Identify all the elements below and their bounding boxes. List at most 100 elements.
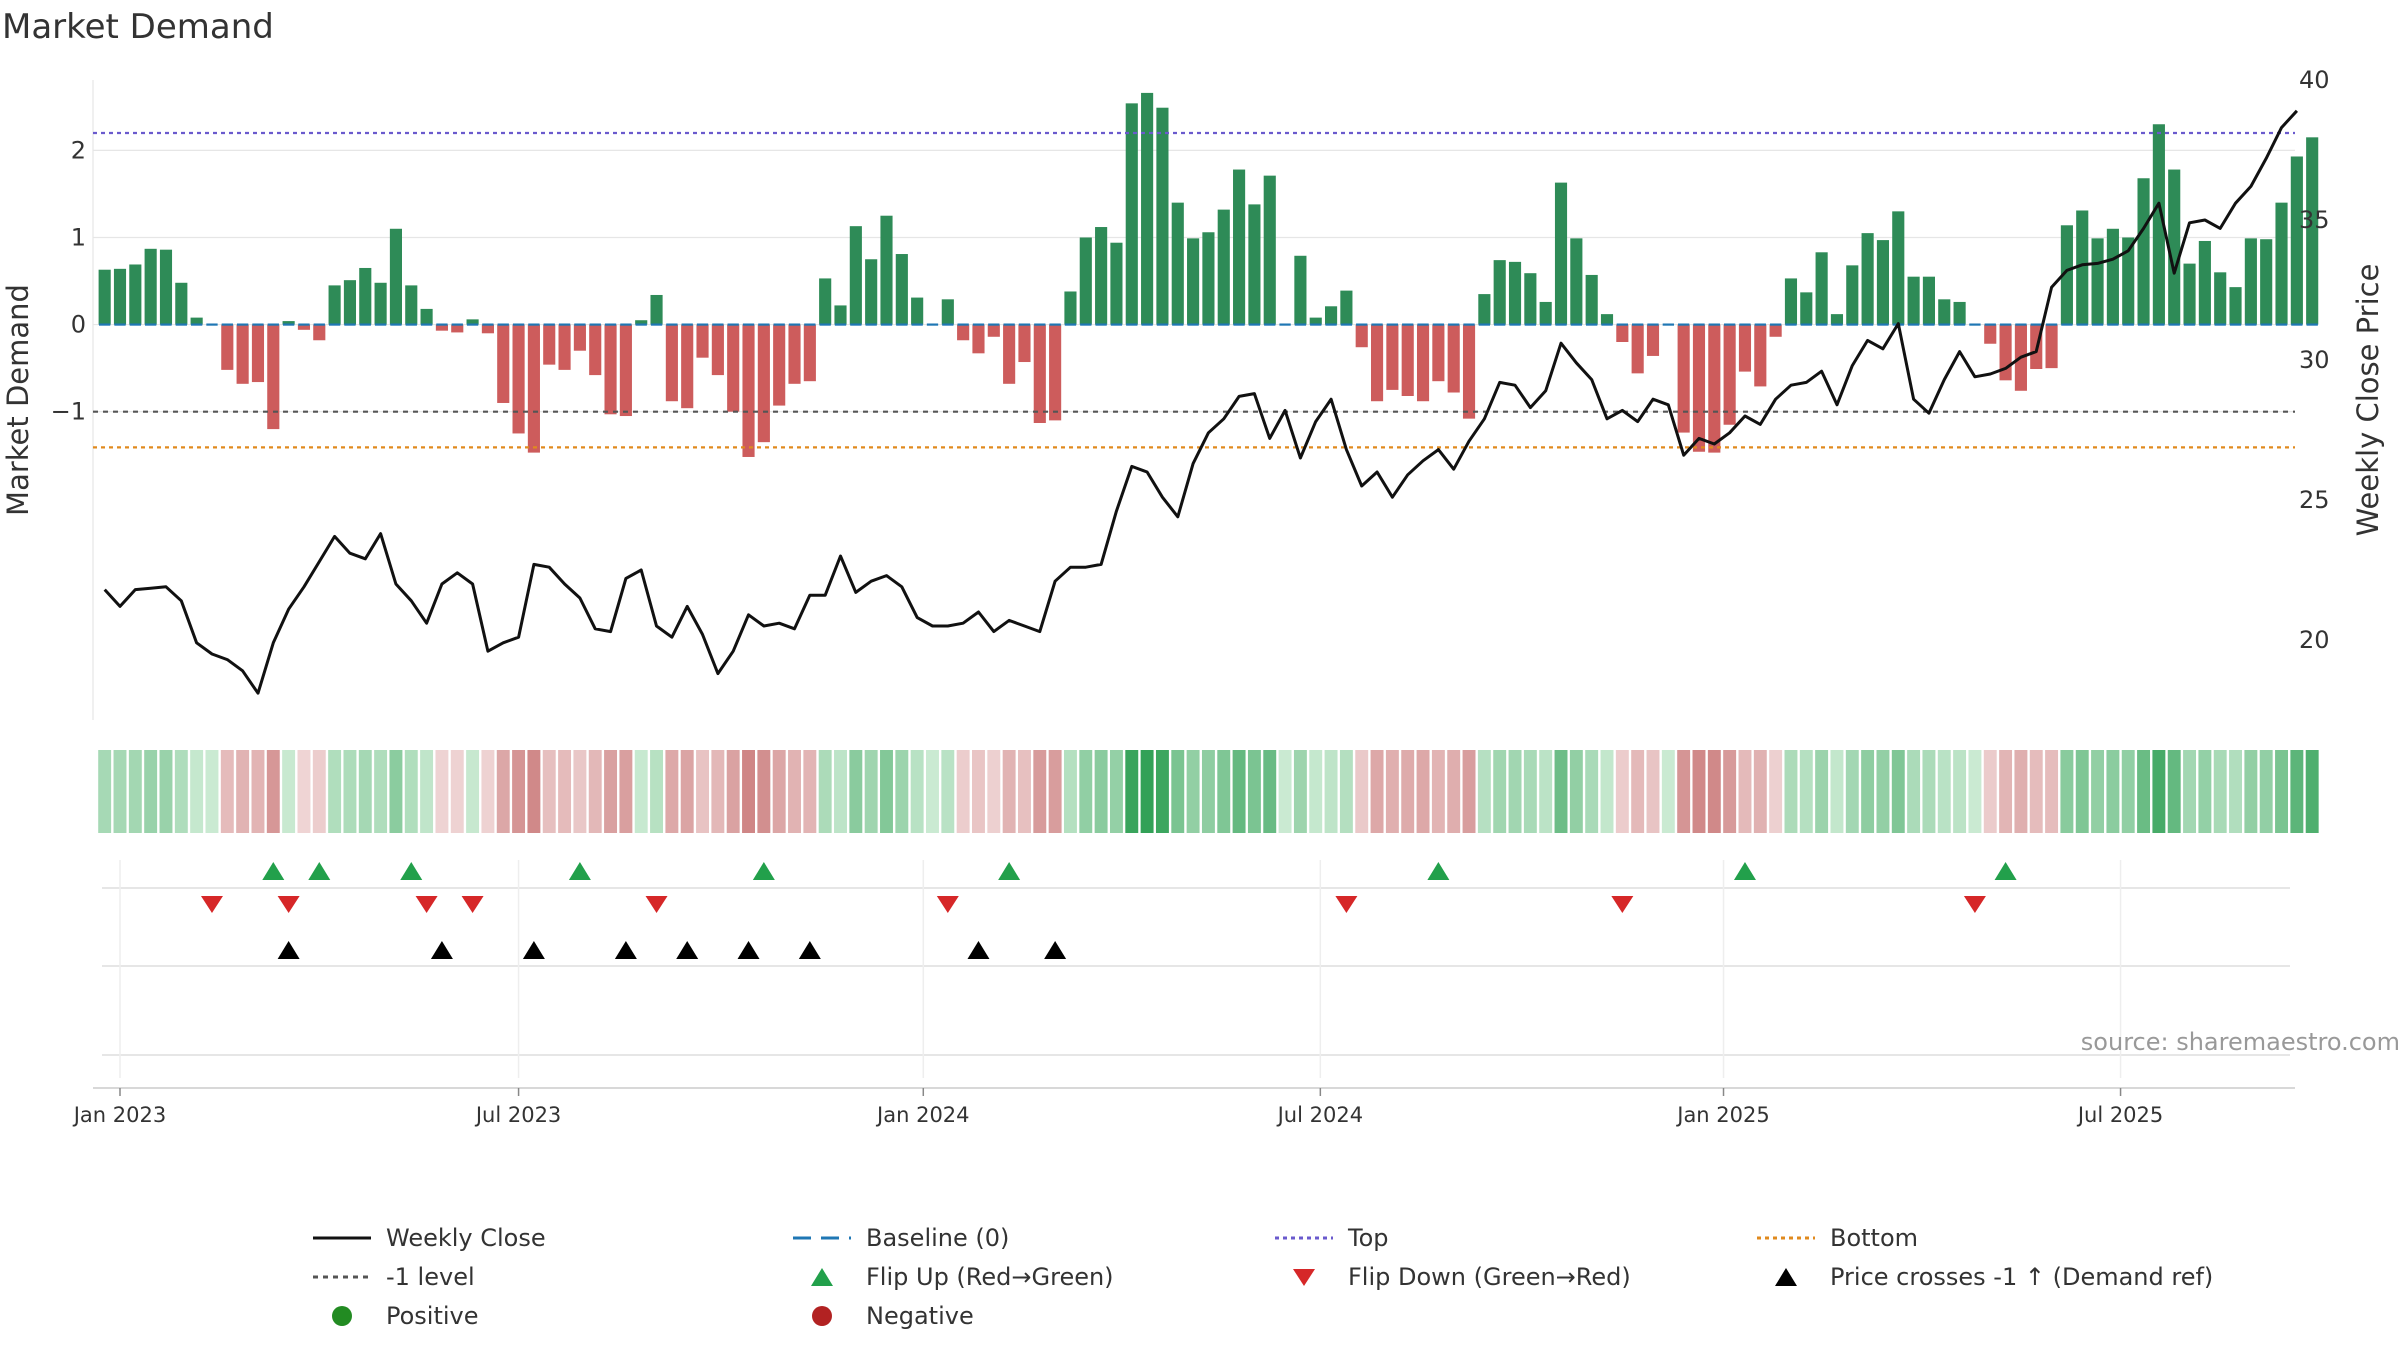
heat-cell [1493,750,1507,833]
heat-cell [512,750,526,833]
demand-bar [1171,202,1184,325]
heat-cell [2213,750,2227,833]
demand-bar [1708,324,1721,453]
demand-bar [2168,169,2181,325]
demand-bar [1340,290,1353,325]
demand-bar [328,285,341,325]
heat-cell [282,750,296,833]
legend-positive-label: Positive [386,1302,479,1330]
demand-bar [1355,324,1368,348]
heat-cell [1355,750,1369,833]
flip-down-marker [415,896,438,913]
demand-bar [2306,137,2319,325]
demand-bar [1846,265,1859,325]
demand-bar [481,324,494,334]
flip-down-marker [936,896,959,913]
heat-cell [634,750,648,833]
grid-layer [92,80,2295,720]
demand-bar [711,324,724,376]
heat-cell [266,750,280,833]
demand-bar [343,280,357,325]
demand-bar [1524,273,1537,325]
heat-cell [1968,750,1982,833]
chart-title: Market Demand [2,7,274,47]
heat-cell [619,750,633,833]
heat-cell [1845,750,1859,833]
heat-cell [2121,750,2135,833]
demand-bar [788,324,801,384]
heat-cell [2259,750,2273,833]
demand-bar [1892,211,1905,325]
demand-bar [1064,291,1077,325]
heat-cell [987,750,1001,833]
heat-cell [1753,750,1767,833]
demand-bar [2106,228,2119,325]
heat-cell [420,750,434,833]
demand-bar [267,324,280,430]
heat-cell [1401,750,1415,833]
demand-bar [98,269,111,325]
heat-cell [1723,750,1737,833]
heat-cell [1539,750,1553,833]
demand-bar [1462,324,1476,419]
heat-cell [1063,750,1077,833]
demand-bar [2076,210,2089,325]
demand-bar [665,324,678,402]
demand-bar [865,259,878,325]
demand-bar [1738,324,1752,372]
demand-bar [1217,209,1230,325]
cross-marker [1044,941,1067,959]
legend-flipup-swatch [811,1268,833,1286]
demand-bar [1309,317,1322,325]
demand-bar [389,228,402,325]
demand-bar [1125,103,1138,325]
x-tick-label: Jul 2023 [474,1103,561,1127]
heat-cell [1692,750,1706,833]
heat-cell [205,750,219,833]
cross-marker [676,941,699,959]
demand-bar [1769,324,1782,337]
heat-cell [435,750,449,833]
heat-cell [1309,750,1323,833]
demand-bar [420,308,433,325]
flip-up-marker [400,862,423,880]
demand-bar [497,324,510,403]
demand-bar [405,285,418,325]
demand-bar [1508,261,1522,325]
demand-bar [527,324,540,453]
demand-bar [2198,240,2211,325]
heat-cell [98,750,112,833]
flip-up-marker [752,862,775,880]
demand-bar [543,324,556,365]
demand-bar [1539,301,1552,325]
heat-cell [1784,750,1798,833]
legend-baseline-label: Baseline (0) [866,1224,1009,1252]
demand-bar [1692,324,1706,452]
heat-cell [1324,750,1338,833]
flip-up-marker [308,862,331,880]
event-markers [93,860,2295,1286]
flip-down-marker [461,896,484,913]
heat-cell [2167,750,2181,833]
heat-cell [2075,750,2089,833]
heat-cell [834,750,847,833]
demand-bar [803,324,816,382]
demand-bar [466,319,479,325]
source-label: source: sharemaestro.com [2081,1028,2400,1056]
heat-cell [113,750,127,833]
demand-bar [2152,124,2165,325]
demand-bar [2260,239,2273,325]
heat-cell [1554,750,1568,833]
heat-cell [1293,750,1307,833]
x-tick-label: Jan 2023 [72,1103,167,1127]
heat-cell [1876,750,1890,833]
heat-cell [1891,750,1905,833]
demand-bar [2214,272,2227,325]
demand-bar [1003,324,1016,384]
demand-bar [1493,260,1506,325]
heat-cell [711,750,725,833]
demand-bar [175,282,188,325]
demand-bar [650,294,663,325]
heat-cell [2198,750,2212,833]
demand-bar [957,324,970,341]
